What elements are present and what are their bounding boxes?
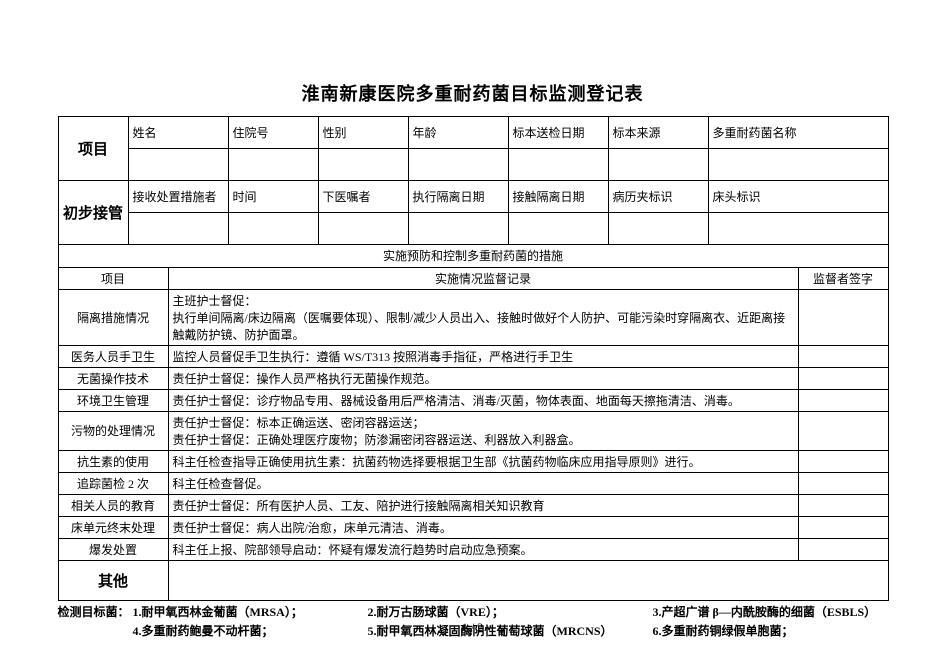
- sign-cell: [798, 389, 888, 411]
- empty-cell: [608, 213, 708, 245]
- footer-item: 2.耐万古肠球菌（VRE）；: [368, 603, 653, 620]
- hdr-bacteria-name: 多重耐药菌名称: [708, 117, 888, 149]
- row-text: 责任护士督促：病人出院/治愈，床单元清洁、消毒。: [168, 516, 798, 538]
- row-text: 责任护士督促：操作人员严格执行无菌操作规范。: [168, 367, 798, 389]
- empty-cell: [708, 149, 888, 181]
- hdr-age: 年龄: [408, 117, 508, 149]
- page-number-wrap: 1 / 2: [0, 620, 945, 635]
- empty-cell: [128, 149, 228, 181]
- other-label: 其他: [58, 560, 168, 600]
- empty-cell: [708, 213, 888, 245]
- footer-item: 3.产超广谱 β—内酰胺酶的细菌（ESBLS）: [653, 603, 888, 620]
- row-text: 主班护士督促： 执行单间隔离/床边隔离（医嘱要体现）、限制/减少人员出入、接触时…: [168, 289, 798, 345]
- sign-cell: [798, 450, 888, 472]
- row-label: 污物的处理情况: [58, 411, 168, 450]
- page-title: 淮南新康医院多重耐药菌目标监测登记表: [58, 80, 888, 106]
- empty-cell: [228, 213, 318, 245]
- hdr-admno: 住院号: [228, 117, 318, 149]
- document-page: 淮南新康医院多重耐药菌目标监测登记表 项目 姓名 住院号 性别 年龄 标本送检日…: [58, 80, 888, 639]
- row-text: 科主任上报、院部领导启动：怀疑有爆发流行趋势时启动应急预案。: [168, 538, 798, 560]
- row-label: 爆发处置: [58, 538, 168, 560]
- row-text: 责任护士督促：诊疗物品专用、器械设备用后严格清洁、消毒/灭菌，物体表面、地面每天…: [168, 389, 798, 411]
- row-label: 相关人员的教育: [58, 494, 168, 516]
- sign-cell: [798, 411, 888, 450]
- hdr2-folder-mark: 病历夹标识: [608, 181, 708, 213]
- hdr-sample-date: 标本送检日期: [508, 117, 608, 149]
- hdr2-orderer: 下医嘱者: [318, 181, 408, 213]
- hdr-sex: 性别: [318, 117, 408, 149]
- row-text: 科主任检查指导正确使用抗生素：抗菌药物选择要根据卫生部《抗菌药物临床应用指导原则…: [168, 450, 798, 472]
- empty-cell: [128, 213, 228, 245]
- sign-cell: [798, 494, 888, 516]
- empty-cell: [508, 213, 608, 245]
- sub-hdr-item: 项目: [58, 267, 168, 289]
- empty-cell: [228, 149, 318, 181]
- page-number: 1 / 2: [462, 620, 483, 634]
- measures-table: 实施预防和控制多重耐药菌的措施 项目 实施情况监督记录 监督者签字 隔离措施情况…: [58, 245, 889, 601]
- sign-cell: [798, 538, 888, 560]
- row-text: 责任护士督促：所有医护人员、工友、陪护进行接触隔离相关知识教育: [168, 494, 798, 516]
- hdr2-receiver: 接收处置措施者: [128, 181, 228, 213]
- sign-cell: [798, 516, 888, 538]
- row-text: 责任护士督促：标本正确运送、密闭容器运送； 责任护士督促：正确处理医疗废物；防渗…: [168, 411, 798, 450]
- hdr2-bed-mark: 床头标识: [708, 181, 888, 213]
- footer-item: 1.耐甲氧西林金葡菌（MRSA）；: [133, 603, 368, 620]
- row-label: 医务人员手卫生: [58, 345, 168, 367]
- row-text: 监控人员督促手卫生执行：遵循 WS/T313 按照消毒手指征，严格进行手卫生: [168, 345, 798, 367]
- row-text: 科主任检查督促。: [168, 472, 798, 494]
- sub-hdr-record: 实施情况监督记录: [168, 267, 798, 289]
- empty-cell: [608, 149, 708, 181]
- row-label: 无菌操作技术: [58, 367, 168, 389]
- row-label: 环境卫生管理: [58, 389, 168, 411]
- sign-cell: [798, 289, 888, 345]
- footer-row-1: 检测目标菌： 1.耐甲氧西林金葡菌（MRSA）； 2.耐万古肠球菌（VRE）； …: [58, 603, 888, 620]
- row-label: 隔离措施情况: [58, 289, 168, 345]
- sign-cell: [798, 472, 888, 494]
- top-label-initial: 初步接管: [58, 181, 128, 245]
- hdr2-contact-date: 接触隔离日期: [508, 181, 608, 213]
- hdr2-iso-date: 执行隔离日期: [408, 181, 508, 213]
- footer-label: 检测目标菌：: [58, 603, 133, 620]
- empty-cell: [318, 213, 408, 245]
- hdr-name: 姓名: [128, 117, 228, 149]
- empty-cell: [318, 149, 408, 181]
- hdr2-time: 时间: [228, 181, 318, 213]
- empty-cell: [408, 149, 508, 181]
- row-label: 床单元终末处理: [58, 516, 168, 538]
- section-header: 实施预防和控制多重耐药菌的措施: [58, 245, 888, 267]
- other-content: [168, 560, 888, 600]
- sign-cell: [798, 367, 888, 389]
- sub-hdr-sign: 监督者签字: [798, 267, 888, 289]
- empty-cell: [408, 213, 508, 245]
- row-label: 追踪菌检 2 次: [58, 472, 168, 494]
- top-label-project: 项目: [58, 117, 128, 181]
- row-label: 抗生素的使用: [58, 450, 168, 472]
- empty-cell: [508, 149, 608, 181]
- hdr-sample-src: 标本来源: [608, 117, 708, 149]
- header-table: 项目 姓名 住院号 性别 年龄 标本送检日期 标本来源 多重耐药菌名称 初步接管…: [58, 116, 889, 245]
- sign-cell: [798, 345, 888, 367]
